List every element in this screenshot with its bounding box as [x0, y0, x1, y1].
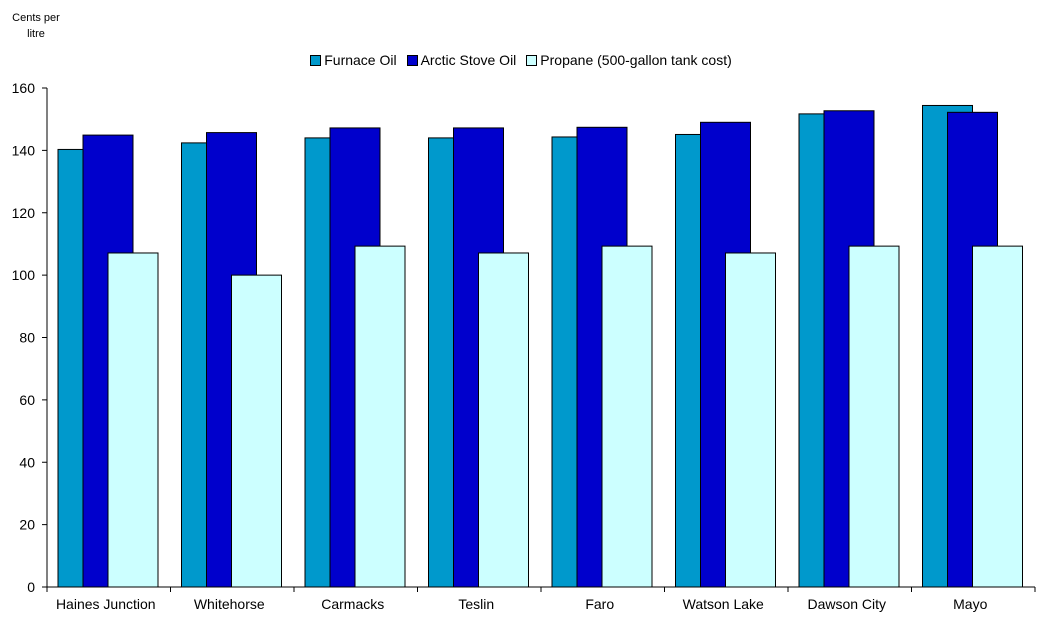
legend-label: Arctic Stove Oil — [420, 52, 517, 68]
x-tick-label: Carmacks — [321, 596, 384, 612]
x-tick-label: Teslin — [458, 596, 494, 612]
legend-swatch — [526, 54, 538, 66]
legend-label: Furnace Oil — [324, 52, 397, 68]
bar-propane — [478, 252, 529, 588]
y-tick-label: 140 — [12, 142, 36, 158]
legend: Furnace Oil Arctic Stove Oil Propane (500-… — [0, 52, 1042, 68]
legend-item: Furnace Oil — [310, 52, 397, 68]
y-tick-label: 80 — [19, 330, 35, 346]
bar-propane — [107, 252, 159, 588]
x-tick-label: Whitehorse — [194, 596, 265, 612]
y-axis-label: Cents per litre — [12, 12, 60, 40]
legend-label: Propane (500-gallon tank cost) — [540, 52, 732, 68]
bar-propane — [601, 245, 653, 588]
y-tick-label: 40 — [19, 454, 35, 470]
y-tick-label: 60 — [19, 392, 35, 408]
legend-swatch — [310, 54, 322, 66]
x-tick-label: Haines Junction — [56, 596, 156, 612]
legend-swatch — [406, 54, 418, 66]
y-tick-label: 20 — [19, 517, 35, 533]
y-tick-label: 160 — [12, 80, 36, 96]
bar-propane — [231, 274, 282, 588]
x-tick-label: Dawson City — [807, 596, 886, 612]
bar-propane — [354, 245, 406, 588]
bar-propane — [848, 245, 900, 588]
y-tick-label: 120 — [12, 205, 36, 221]
y-tick-label: 100 — [12, 267, 36, 283]
bar-propane — [725, 252, 776, 588]
bar-propane — [972, 245, 1023, 588]
x-tick-label: Faro — [585, 596, 614, 612]
x-tick-label: Mayo — [953, 596, 987, 612]
y-tick-label: 0 — [27, 579, 35, 595]
x-tick-label: Watson Lake — [683, 596, 764, 612]
legend-item: Arctic Stove Oil — [406, 52, 517, 68]
legend-item: Propane (500-gallon tank cost) — [526, 52, 732, 68]
